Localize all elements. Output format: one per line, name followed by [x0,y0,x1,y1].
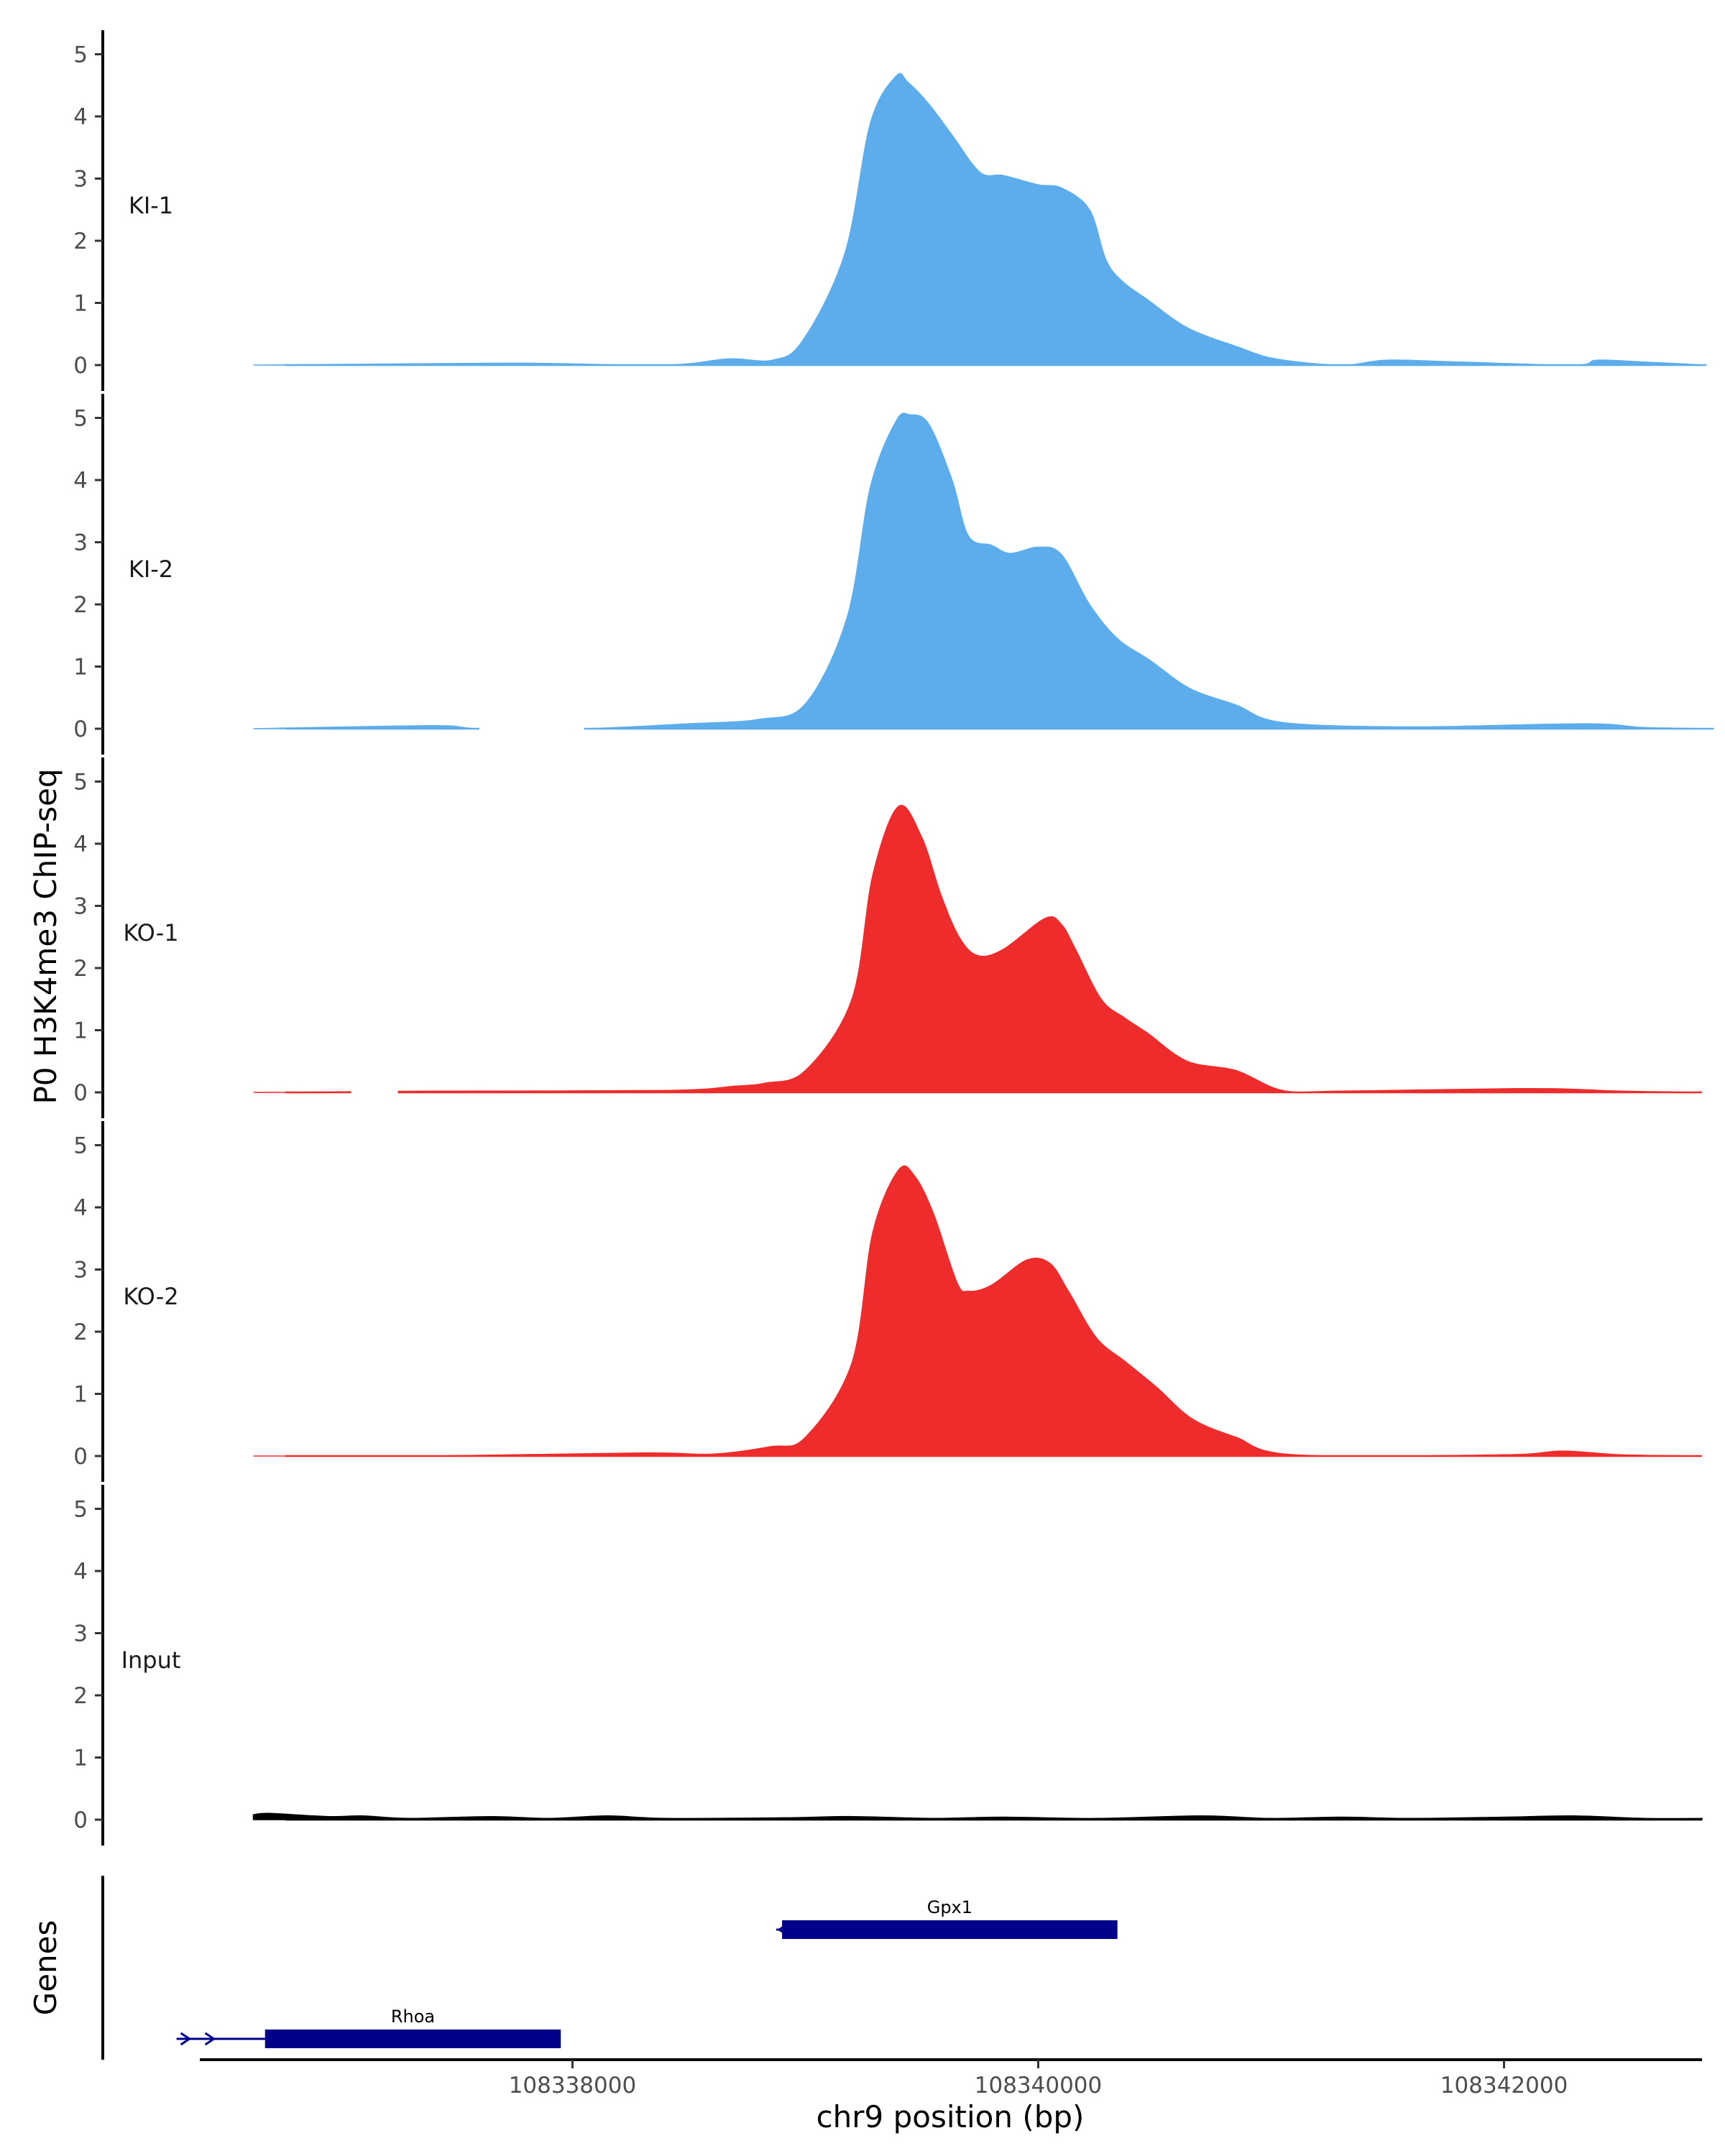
y-tick-label: 2 [73,1319,88,1345]
coverage-area-ko-1 [253,804,1703,1093]
y-tick-label: 2 [73,229,88,254]
y-tick-label: 1 [73,291,88,317]
y-tick-label: 1 [73,1018,88,1044]
gene-label: Rhoa [391,2007,435,2027]
y-tick-label: 3 [73,894,88,920]
x-tick-label: 108340000 [975,2073,1103,2099]
track-label: Input [121,1646,181,1674]
coverage-tracks: 0 1 2 3 4 5 KI-1 0 1 2 3 4 5 KI-2 0 1 2 3 4 5 KO-1 0 1 2 3 4 5 KO-2… [73,30,1714,1846]
y-tick-label: 4 [73,468,88,494]
track-ki-1: 0 1 2 3 4 5 KI-1 [73,30,1707,391]
track-ko-2: 0 1 2 3 4 5 KO-2 [73,1121,1703,1482]
y-tick-label: 2 [73,592,88,618]
gene-label: Gpx1 [927,1897,972,1917]
y-tick-label: 5 [73,1133,88,1159]
y-tick-label: 5 [73,406,88,432]
y-tick-label: 4 [73,1559,88,1585]
gene-gpx1: Gpx1 [776,1897,1118,1939]
y-tick-label: 2 [73,956,88,982]
strand-arrow [204,2032,216,2046]
x-tick-label: 108338000 [509,2073,637,2099]
y-tick-label: 3 [73,530,88,556]
gene-body [264,2030,561,2048]
track-label: KO-1 [123,919,178,946]
y-axis-title: P0 H3K4me3 ChIP-seq [28,768,63,1104]
track-input: 0 1 2 3 4 5 Input [73,1485,1703,1846]
y-tick-label: 1 [73,1382,88,1408]
track-label: KI-2 [129,556,173,583]
genes-panel: Genes Gpx1 Rhoa [28,1876,1118,2060]
gene-rhoa: Rhoa [176,2007,561,2048]
y-tick-label: 0 [73,353,88,379]
coverage-area-ko-2 [253,1165,1703,1457]
y-tick-label: 5 [73,770,88,796]
y-tick-label: 1 [73,1746,88,1772]
y-tick-label: 0 [73,717,88,742]
y-tick-label: 1 [73,655,88,681]
strand-arrow [180,2032,192,2046]
track-label: KO-2 [123,1283,178,1310]
x-axis-title: chr9 position (bp) [816,2099,1085,2134]
x-axis: 108338000 108340000 108342000 [200,2058,1702,2099]
y-tick-label: 0 [73,1807,88,1833]
y-tick-label: 3 [73,167,88,193]
track-label: KI-1 [129,192,173,219]
y-tick-label: 3 [73,1258,88,1284]
y-tick-label: 4 [73,831,88,857]
track-ko-1: 0 1 2 3 4 5 KO-1 [73,757,1703,1118]
track-ki-2: 0 1 2 3 4 5 KI-2 [73,394,1714,755]
y-tick-label: 5 [73,1497,88,1523]
strand-arrow [777,1922,788,1937]
coverage-area-ki-1 [253,73,1707,366]
coverage-area-input [252,1812,1703,1820]
y-tick-label: 3 [73,1621,88,1647]
y-tick-label: 2 [73,1683,88,1709]
gene-body [782,1920,1118,1939]
coverage-area-ki-2 [253,413,1714,730]
y-tick-label: 0 [73,1444,88,1470]
y-tick-label: 4 [73,1195,88,1221]
y-tick-label: 0 [73,1080,88,1106]
x-tick-label: 108342000 [1440,2073,1568,2099]
genes-axis-title: Genes [28,1920,63,2016]
y-tick-label: 4 [73,104,88,130]
y-tick-label: 5 [73,42,88,68]
